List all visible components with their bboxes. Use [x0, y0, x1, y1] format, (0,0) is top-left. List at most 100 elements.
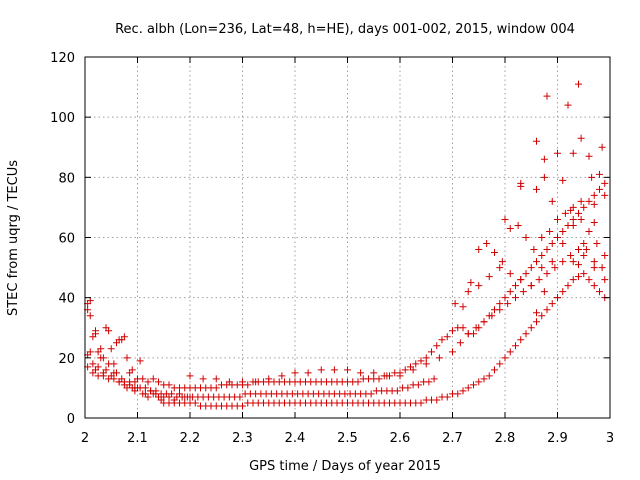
- data-point: [317, 366, 325, 374]
- data-points: [84, 80, 609, 410]
- data-point: [470, 381, 477, 389]
- data-point: [370, 369, 378, 377]
- data-point: [533, 318, 540, 326]
- data-point: [451, 300, 459, 308]
- data-point: [548, 197, 556, 205]
- data-point: [126, 381, 134, 389]
- data-point: [543, 270, 551, 278]
- data-point: [149, 375, 157, 383]
- data-point: [375, 375, 383, 383]
- data-point: [527, 264, 535, 272]
- data-point: [540, 155, 548, 163]
- data-point: [577, 134, 585, 142]
- data-point: [89, 369, 97, 377]
- data-point: [443, 333, 451, 341]
- data-point: [401, 366, 409, 374]
- data-point: [86, 348, 94, 356]
- data-point: [554, 215, 561, 223]
- data-point: [438, 336, 446, 344]
- data-point: [506, 288, 514, 296]
- data-point: [105, 360, 113, 368]
- data-point: [506, 348, 514, 356]
- data-point: [559, 258, 567, 266]
- grid-lines: [85, 57, 610, 418]
- data-point: [548, 240, 556, 248]
- data-point: [512, 282, 519, 290]
- data-point: [530, 246, 538, 254]
- data-point: [417, 357, 425, 365]
- data-point: [236, 393, 244, 401]
- y-tick-label: 40: [58, 292, 75, 307]
- data-point: [506, 270, 514, 278]
- data-point: [554, 149, 561, 157]
- data-point: [459, 324, 467, 332]
- data-point: [582, 246, 590, 254]
- data-point: [559, 240, 567, 248]
- data-point: [239, 402, 246, 410]
- data-point: [105, 327, 113, 335]
- data-point: [559, 176, 567, 184]
- data-point: [199, 375, 207, 383]
- data-point: [577, 215, 585, 223]
- data-point: [538, 312, 546, 320]
- data-point: [585, 152, 593, 160]
- data-point: [601, 276, 609, 284]
- data-point: [404, 384, 412, 392]
- data-point: [580, 270, 588, 278]
- data-point: [89, 360, 97, 368]
- x-tick-label: 2.4: [285, 431, 306, 446]
- data-point: [496, 264, 504, 272]
- data-point: [601, 191, 609, 199]
- data-point: [588, 173, 596, 181]
- data-point: [593, 240, 601, 248]
- data-point: [540, 173, 548, 181]
- data-point: [393, 387, 401, 395]
- x-tick-label: 2.5: [337, 431, 358, 446]
- data-point: [330, 366, 338, 374]
- data-point: [512, 342, 519, 350]
- data-point: [538, 252, 546, 260]
- data-point: [580, 240, 588, 248]
- data-point: [517, 276, 525, 284]
- data-point: [144, 378, 152, 386]
- data-point: [577, 197, 585, 205]
- data-point: [107, 345, 115, 353]
- data-point: [540, 288, 548, 296]
- data-point: [120, 333, 128, 341]
- data-point: [598, 264, 606, 272]
- data-point: [485, 372, 493, 380]
- data-point: [585, 276, 593, 284]
- data-point: [519, 288, 527, 296]
- data-point: [123, 354, 131, 362]
- data-point: [575, 246, 582, 254]
- data-point: [433, 342, 441, 350]
- data-point: [559, 227, 567, 235]
- data-point: [569, 258, 577, 266]
- x-tick-label: 2.7: [442, 431, 463, 446]
- y-axis-label: STEC from uqrg / TECUs: [6, 160, 21, 316]
- data-point: [538, 264, 546, 272]
- data-point: [559, 288, 567, 296]
- data-point: [344, 366, 351, 374]
- data-point: [239, 378, 246, 386]
- y-tick-label: 20: [58, 352, 75, 367]
- data-point: [304, 369, 312, 377]
- data-point: [165, 381, 173, 389]
- y-tick-label: 120: [50, 51, 75, 66]
- data-point: [601, 179, 609, 187]
- data-point: [564, 282, 572, 290]
- x-tick-label: 2.3: [232, 431, 253, 446]
- data-point: [86, 297, 94, 305]
- data-point: [533, 258, 540, 266]
- data-point: [357, 369, 365, 377]
- data-point: [543, 306, 551, 314]
- y-tick-label: 80: [58, 171, 75, 186]
- data-point: [575, 273, 582, 281]
- data-point: [92, 330, 99, 338]
- data-point: [475, 282, 483, 290]
- data-point: [491, 366, 498, 374]
- data-point: [94, 363, 102, 371]
- data-point: [512, 294, 519, 302]
- data-point: [483, 240, 491, 248]
- data-point: [472, 324, 480, 332]
